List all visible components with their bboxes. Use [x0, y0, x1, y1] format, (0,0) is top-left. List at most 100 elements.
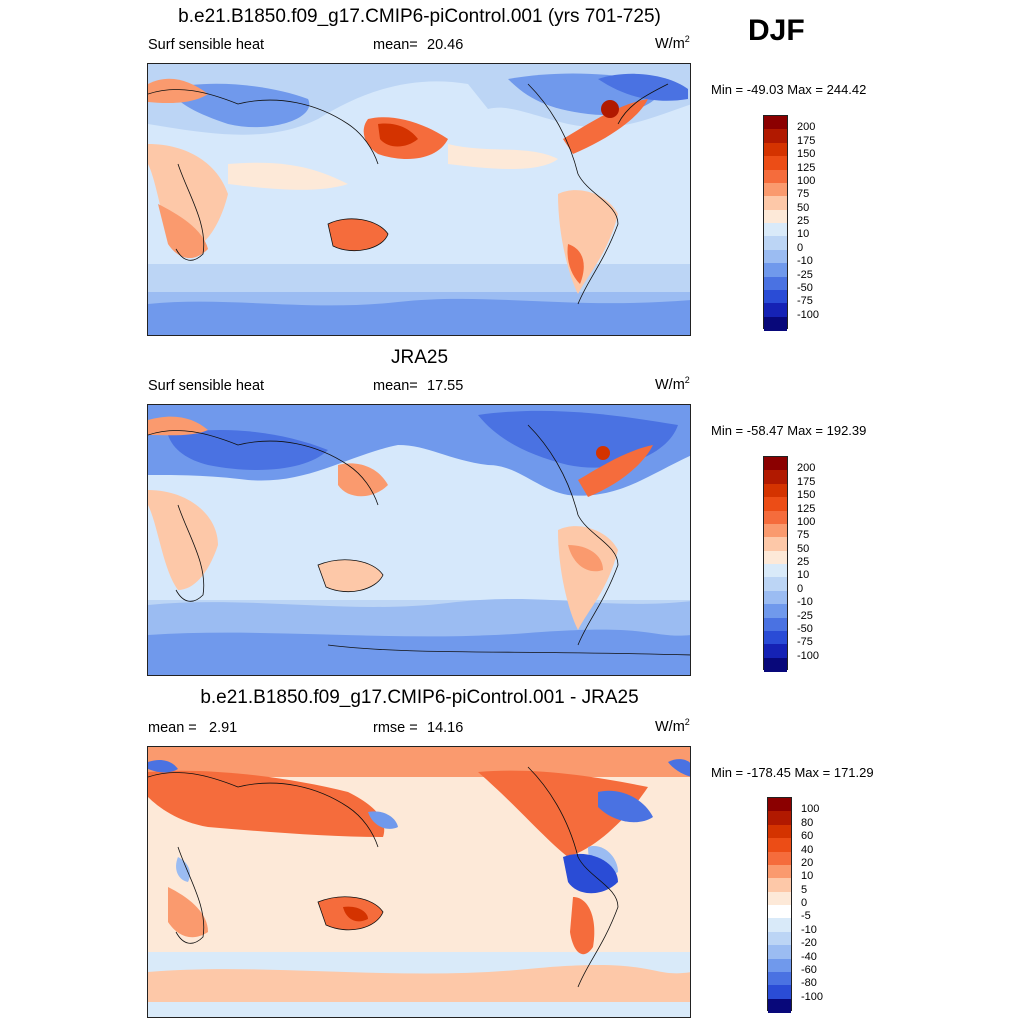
colorbar-swatch: [764, 209, 787, 224]
colorbar-swatch: [764, 196, 787, 211]
colorbar-tick-label: 25: [797, 215, 810, 227]
colorbar-swatch: [764, 457, 787, 471]
colorbar-swatch: [768, 905, 791, 919]
colorbar-tick-label: 40: [801, 843, 814, 856]
colorbar-swatch: [764, 142, 787, 157]
panel-1-map: [147, 63, 691, 336]
panel-2-mean-value: 17.55: [427, 378, 464, 394]
colorbar-tick-label: -10: [797, 596, 813, 609]
colorbar-tick-label: 100: [797, 515, 816, 528]
colorbar-tick-label: -10: [797, 255, 813, 268]
colorbar-swatch: [764, 316, 787, 331]
colorbar-tick-label: 150: [797, 148, 816, 161]
colorbar-tick-label: 75: [797, 529, 810, 542]
panel-2-variable-label: Surf sensible heat: [148, 378, 265, 394]
panel-3-min-max: Min = -178.45 Max = 171.29: [711, 765, 874, 780]
colorbar-swatch: [764, 617, 787, 632]
colorbar-swatch: [764, 497, 787, 511]
colorbar-swatch: [764, 156, 787, 170]
colorbar-swatch: [764, 182, 787, 197]
panel-1-min-max: Min = -49.03 Max = 244.42: [711, 82, 867, 97]
colorbar-tick-label: -100: [801, 990, 824, 1003]
colorbar-swatch: [764, 510, 787, 525]
panel-3-title: b.e21.B1850.f09_g17.CMIP6-piControl.001 …: [200, 687, 639, 708]
colorbar-tick-label: -20: [801, 937, 817, 950]
colorbar-swatch: [764, 116, 787, 130]
colorbar-swatch: [768, 838, 791, 852]
colorbar-swatch: [764, 630, 787, 645]
colorbar-swatch: [764, 303, 787, 318]
colorbar-swatch: [764, 577, 787, 592]
colorbar-tick-label: -75: [797, 295, 813, 308]
panel-1-title: b.e21.B1850.f09_g17.CMIP6-piControl.001 …: [178, 6, 661, 27]
colorbar-swatch: [764, 644, 787, 659]
colorbar-swatch: [768, 824, 791, 839]
colorbar-tick-label: 175: [797, 134, 816, 147]
panel-2-title: JRA25: [390, 347, 449, 368]
colorbar-tick-label: -40: [801, 950, 817, 963]
colorbar-swatch: [764, 483, 787, 498]
panel-1-colorbar-ticks: 200 175 150 125 100 75 50 25 10 0 -10 -25 -50 -75 -100: [797, 115, 837, 329]
panel-2-colorbar-ticks: 200 175 150 125 100 75 50 25 10 0 -10 -25 -50 -75 -100: [797, 456, 837, 670]
panel-2-colorbar: [763, 456, 788, 672]
colorbar-swatch: [764, 129, 787, 144]
panel-3-map: [147, 746, 691, 1018]
colorbar-tick-label: 75: [797, 188, 810, 201]
colorbar-tick-label: 200: [797, 462, 816, 475]
colorbar-tick-label: -25: [797, 609, 813, 622]
colorbar-tick-label: 80: [801, 816, 814, 829]
panel-3-rmse-label: rmse =: [373, 720, 418, 736]
panel-3-rmse-value: 14.16: [427, 720, 464, 736]
panel-3-colorbar-ticks: 100 80 60 40 20 10 5 0 -5 -10 -20 -40 -60 -80 -100: [801, 797, 841, 1011]
colorbar-swatch: [768, 985, 791, 1000]
colorbar-swatch: [764, 289, 787, 304]
season-label: DJF: [748, 14, 805, 47]
colorbar-swatch: [764, 169, 787, 184]
panel-2-min-max: Min = -58.47 Max = 192.39: [711, 423, 867, 438]
colorbar-swatch: [764, 590, 787, 605]
colorbar-tick-label: -5: [801, 910, 811, 923]
colorbar-swatch: [768, 878, 791, 893]
colorbar-swatch: [768, 798, 791, 812]
colorbar-swatch: [764, 523, 787, 538]
colorbar-swatch: [768, 891, 791, 906]
colorbar-swatch: [768, 811, 791, 826]
colorbar-tick-label: -100: [797, 649, 820, 662]
colorbar-tick-label: 100: [801, 803, 820, 816]
colorbar-tick-label: -80: [801, 977, 817, 990]
colorbar-tick-label: 10: [797, 228, 810, 241]
colorbar-swatch: [768, 998, 791, 1013]
colorbar-swatch: [764, 657, 787, 672]
colorbar-swatch: [764, 263, 787, 277]
colorbar-tick-label: 150: [797, 489, 816, 502]
colorbar-tick-label: 0: [801, 897, 808, 909]
colorbar-swatch: [764, 470, 787, 485]
colorbar-swatch: [768, 918, 791, 933]
panel-2-units: W/m2: [655, 375, 690, 393]
colorbar-tick-label: 60: [801, 830, 814, 843]
panel-2-mean-label: mean=: [373, 378, 418, 394]
colorbar-swatch: [768, 864, 791, 879]
colorbar-tick-label: 25: [797, 556, 810, 568]
colorbar-swatch: [764, 550, 787, 565]
colorbar-tick-label: 50: [797, 201, 810, 214]
colorbar-swatch: [768, 958, 791, 973]
panel-1-mean-label: mean=: [373, 37, 418, 53]
colorbar-swatch: [768, 945, 791, 959]
colorbar-tick-label: 100: [797, 174, 816, 187]
panel-3-mean-label: mean =: [148, 720, 197, 736]
colorbar-tick-label: 0: [797, 241, 804, 254]
colorbar-tick-label: -50: [797, 281, 813, 294]
colorbar-swatch: [764, 223, 787, 237]
colorbar-tick-label: 10: [801, 870, 814, 883]
panel-3-mean-value: 2.91: [209, 720, 238, 736]
colorbar-swatch: [764, 564, 787, 578]
colorbar-swatch: [764, 249, 787, 264]
colorbar-swatch: [764, 276, 787, 291]
colorbar-tick-label: 175: [797, 475, 816, 488]
colorbar-swatch: [768, 971, 791, 986]
panel-3-colorbar: [767, 797, 792, 1013]
colorbar-tick-label: 200: [797, 121, 816, 134]
panel-3-units: W/m2: [655, 717, 690, 735]
colorbar-tick-label: 0: [797, 582, 804, 595]
